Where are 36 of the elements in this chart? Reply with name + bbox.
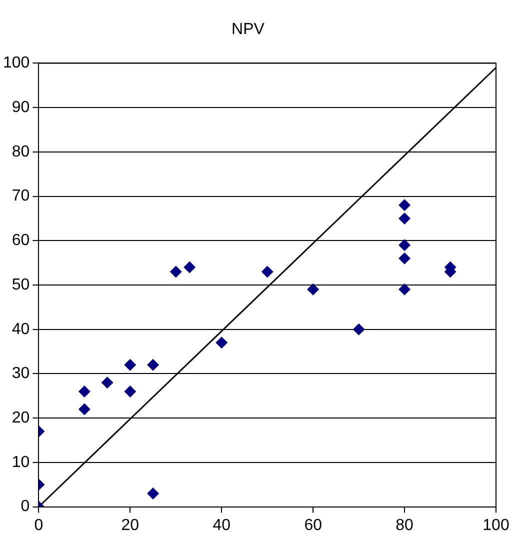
y-tick-label: 30: [12, 365, 30, 382]
point: [147, 358, 160, 371]
point: [78, 385, 90, 398]
x-tick-label: 0: [34, 516, 44, 534]
point: [101, 376, 114, 389]
point: [398, 239, 411, 252]
x-tick-label: 20: [121, 516, 140, 534]
point: [398, 283, 411, 296]
y-tick-label: 50: [12, 276, 30, 294]
point: [398, 252, 411, 264]
y-tick-label: 10: [12, 454, 30, 471]
y-tick-label: 40: [12, 320, 30, 338]
point: [124, 358, 136, 371]
x-tick-label: 80: [396, 516, 414, 534]
x-tick-label: 40: [212, 516, 231, 534]
y-tick-label: 60: [12, 232, 30, 250]
point: [170, 266, 182, 278]
point: [398, 199, 411, 212]
x-tick-label: 100: [482, 516, 510, 534]
point: [147, 487, 160, 500]
point: [352, 323, 365, 336]
x-tick-label: 60: [304, 516, 322, 534]
y-tick-label: 70: [12, 188, 30, 205]
point: [261, 266, 274, 278]
chart-title: NPV: [232, 21, 265, 38]
point: [184, 261, 196, 274]
y-tick-label: 100: [2, 54, 30, 72]
y-tick-label: 0: [20, 498, 30, 516]
point: [78, 403, 90, 416]
point: [124, 385, 136, 398]
point: [216, 336, 228, 349]
point: [307, 283, 320, 296]
y-tick-label: 80: [12, 143, 30, 160]
y-tick-label: 90: [12, 98, 30, 116]
y-tick-label: 20: [12, 409, 30, 426]
point: [398, 212, 411, 224]
